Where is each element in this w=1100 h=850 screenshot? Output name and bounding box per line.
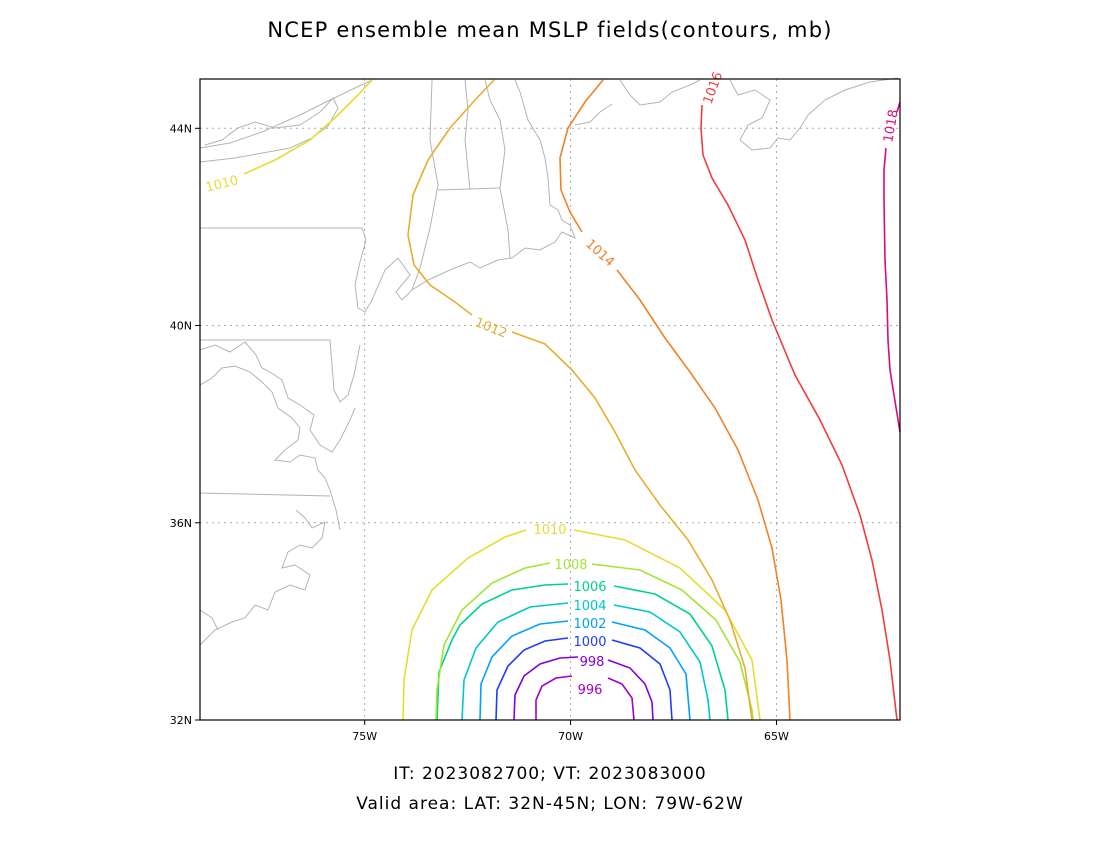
contour-1010-north <box>243 79 373 175</box>
x-tick-label: 65W <box>764 730 789 743</box>
contour-label-1006: 1006 <box>573 580 606 595</box>
coastline <box>199 79 373 149</box>
contour-label-1016: 1016 <box>701 70 726 106</box>
contour-1012 <box>407 79 753 721</box>
contour-label-1010-north: 1010 <box>204 173 240 196</box>
chart-title: NCEP ensemble mean MSLP fields(contours,… <box>267 18 833 42</box>
contour-996 <box>535 675 635 721</box>
footer-time-info: IT: 2023082700; VT: 2023083000 <box>393 764 707 784</box>
contour-1018 <box>883 101 901 433</box>
state-border <box>411 79 439 291</box>
y-tick-label: 44N <box>170 122 192 135</box>
contour-label-1008: 1008 <box>554 558 587 573</box>
state-border <box>199 492 331 497</box>
contour-1014 <box>559 79 791 721</box>
y-tick-label: 32N <box>170 714 192 727</box>
state-border <box>484 79 506 189</box>
contour-1006 <box>436 583 729 721</box>
coastline <box>199 509 326 646</box>
x-tick-label: 70W <box>558 730 583 743</box>
coastline <box>199 97 339 163</box>
contour-1004 <box>461 602 711 721</box>
contour-label-996: 996 <box>578 683 603 698</box>
contour-label-1014: 1014 <box>582 237 617 270</box>
coastline <box>199 609 219 631</box>
coastline <box>395 79 576 301</box>
coastline <box>199 341 356 453</box>
state-border <box>200 339 361 403</box>
y-tick-label: 36N <box>170 517 192 530</box>
contour-1010-south <box>402 529 761 721</box>
contour-label-1000: 1000 <box>573 635 606 650</box>
contour-1000 <box>495 637 673 721</box>
state-border <box>464 79 471 191</box>
contour-label-1010-south: 1010 <box>533 523 566 538</box>
grid-layer <box>200 79 900 720</box>
contour-label-1018: 1018 <box>881 108 902 143</box>
state-border <box>437 187 511 259</box>
map-frame <box>199 78 901 721</box>
axis-ticks: 75W 70W 65W 32N 36N 40N 44N <box>170 122 789 743</box>
coastline <box>729 77 899 151</box>
y-tick-label: 40N <box>170 320 192 333</box>
x-tick-label: 75W <box>352 730 377 743</box>
coastline <box>574 103 613 126</box>
contour-1002 <box>479 620 691 721</box>
contour-1016 <box>700 104 898 721</box>
contour-label-1002: 1002 <box>573 617 606 632</box>
footer-area-info: Valid area: LAT: 32N-45N; LON: 79W-62W <box>356 794 744 814</box>
contour-1008 <box>435 562 754 721</box>
contour-label-1012: 1012 <box>473 315 509 341</box>
contour-label-1004: 1004 <box>573 599 606 614</box>
contour-998 <box>513 656 654 721</box>
coastline <box>199 365 341 531</box>
state-border <box>200 227 399 313</box>
contour-labels: 996 998 1000 1002 1004 1006 1008 1010 10… <box>204 70 902 698</box>
contour-label-998: 998 <box>580 655 605 670</box>
contour-layer <box>243 79 901 721</box>
coastline <box>619 79 701 106</box>
coastline-layer <box>199 77 899 646</box>
